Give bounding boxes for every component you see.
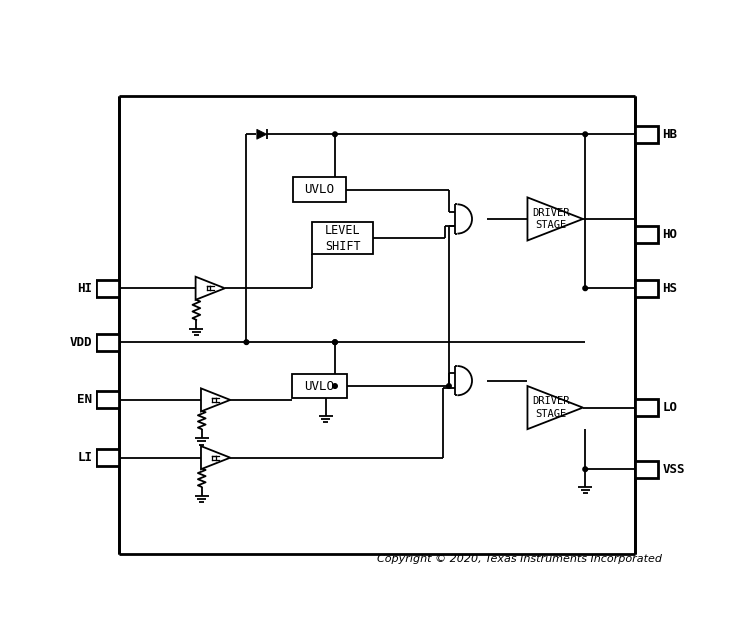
Bar <box>635 126 658 143</box>
Text: HS: HS <box>662 282 677 295</box>
Polygon shape <box>528 386 583 429</box>
Bar <box>635 279 658 297</box>
Circle shape <box>583 467 587 471</box>
Bar <box>635 399 658 416</box>
Text: EN: EN <box>78 393 92 406</box>
Polygon shape <box>528 198 583 240</box>
Text: HB: HB <box>662 128 677 141</box>
Polygon shape <box>257 129 267 139</box>
Circle shape <box>333 384 337 388</box>
Bar <box>97 450 119 466</box>
Bar <box>312 222 374 254</box>
Bar <box>97 279 119 297</box>
Text: UVLO: UVLO <box>304 379 334 393</box>
Circle shape <box>244 340 248 345</box>
Text: LEVEL
SHIFT: LEVEL SHIFT <box>325 223 360 252</box>
Circle shape <box>333 340 337 345</box>
Polygon shape <box>196 277 225 300</box>
Text: UVLO: UVLO <box>304 183 334 196</box>
Bar <box>294 177 346 202</box>
Circle shape <box>447 384 451 388</box>
Text: LO: LO <box>662 401 677 414</box>
Text: VDD: VDD <box>70 336 92 348</box>
Polygon shape <box>201 388 230 412</box>
Text: Copyright © 2020, Texas Instruments Incorporated: Copyright © 2020, Texas Instruments Inco… <box>378 554 662 564</box>
Text: HI: HI <box>78 282 92 295</box>
Text: DRIVER
STAGE: DRIVER STAGE <box>532 208 570 230</box>
Circle shape <box>333 132 337 137</box>
Bar <box>97 392 119 408</box>
Text: DRIVER
STAGE: DRIVER STAGE <box>532 397 570 419</box>
Circle shape <box>583 132 587 137</box>
Text: VSS: VSS <box>662 462 685 476</box>
Circle shape <box>583 286 587 290</box>
Text: HO: HO <box>662 228 677 241</box>
Polygon shape <box>201 446 230 469</box>
Bar <box>97 334 119 350</box>
Circle shape <box>333 340 337 345</box>
Text: LI: LI <box>78 451 92 464</box>
Bar <box>635 226 658 243</box>
Bar <box>635 460 658 478</box>
Bar <box>292 374 347 399</box>
